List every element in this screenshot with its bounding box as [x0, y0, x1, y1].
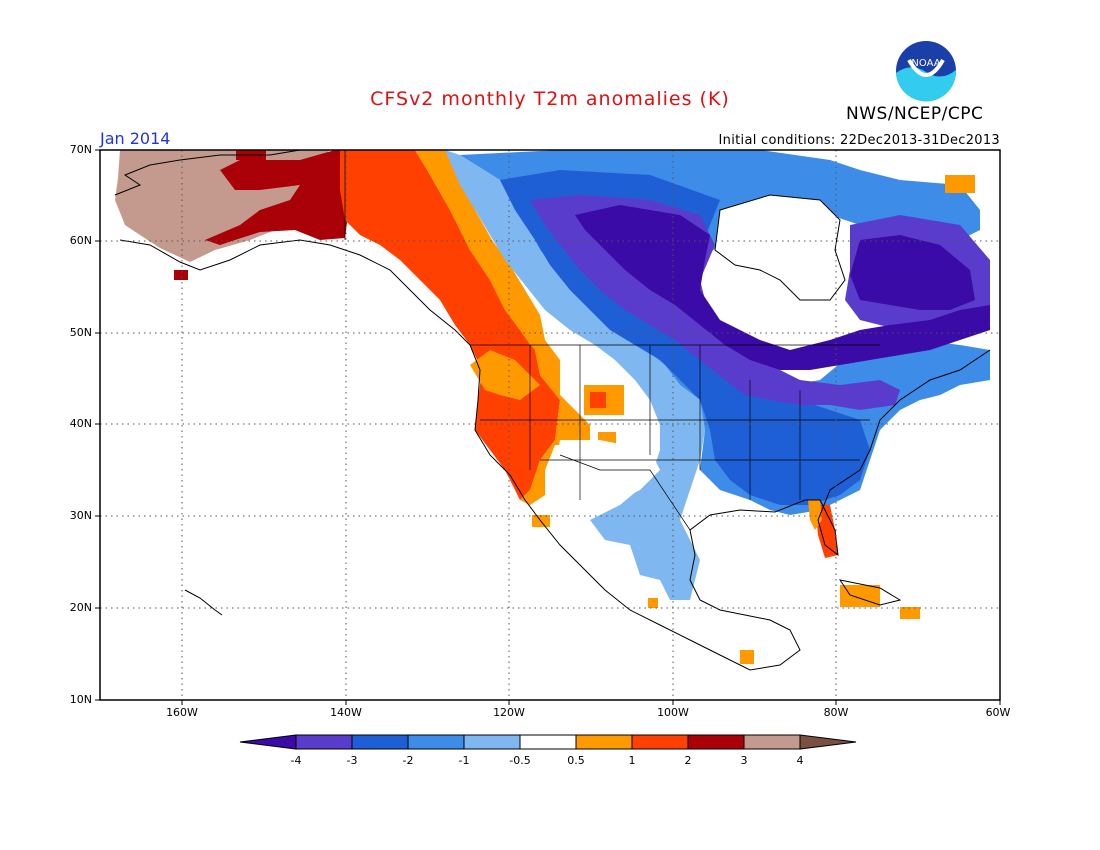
anomaly-fill-layer — [115, 150, 990, 664]
lat-label: 30N — [69, 509, 92, 522]
lon-label: 60W — [985, 706, 1011, 719]
noaa-logo-icon: NOAA — [896, 41, 957, 102]
lat-lon-grid — [100, 150, 1000, 700]
colorbar-label: -1 — [458, 754, 470, 767]
lon-label: 160W — [166, 706, 198, 719]
colorbar-segment — [631, 734, 689, 750]
colorbar-arrow-low — [239, 734, 297, 750]
lon-label: 140W — [330, 706, 362, 719]
colorbar-segment — [407, 734, 465, 750]
colorbar-label: -2 — [402, 754, 414, 767]
colorbar-label: 1 — [628, 754, 636, 767]
colorbar-segment — [463, 734, 521, 750]
map-title: CFSv2 monthly T2m anomalies (K) — [370, 88, 730, 110]
lon-label: 100W — [657, 706, 689, 719]
map-frame — [99, 149, 1001, 701]
forecast-month: Jan 2014 — [100, 129, 171, 148]
colorbar-arrow-high — [799, 734, 857, 750]
axis-ticks — [95, 149, 1001, 705]
lat-label: 60N — [69, 234, 92, 247]
organization-label: NWS/NCEP/CPC — [846, 104, 984, 124]
lon-label: 80W — [823, 706, 849, 719]
colorbar-label: 4 — [796, 754, 804, 767]
lat-label: 20N — [69, 601, 92, 614]
colorbar-label: 3 — [740, 754, 748, 767]
political-borders — [344, 150, 880, 531]
colorbar-segment — [351, 734, 409, 750]
coastlines — [114, 149, 991, 671]
colorbar-label: 2 — [684, 754, 692, 767]
colorbar — [239, 734, 857, 750]
colorbar-label: -3 — [346, 754, 358, 767]
lat-label: 50N — [69, 326, 92, 339]
colorbar-label: 0.5 — [567, 754, 585, 767]
colorbar-segment — [687, 734, 745, 750]
colorbar-segment — [575, 734, 633, 750]
colorbar-segment — [519, 734, 577, 750]
lat-label: 10N — [69, 693, 92, 706]
colorbar-label: -0.5 — [509, 754, 531, 767]
lon-label: 120W — [493, 706, 525, 719]
colorbar-segment — [295, 734, 353, 750]
colorbar-label: -4 — [290, 754, 302, 767]
lat-label: 70N — [69, 143, 92, 156]
colorbar-segment — [743, 734, 801, 750]
initial-conditions: Initial conditions: 22Dec2013-31Dec2013 — [718, 133, 1000, 148]
lat-label: 40N — [69, 417, 92, 430]
svg-text:NOAA: NOAA — [911, 58, 940, 69]
